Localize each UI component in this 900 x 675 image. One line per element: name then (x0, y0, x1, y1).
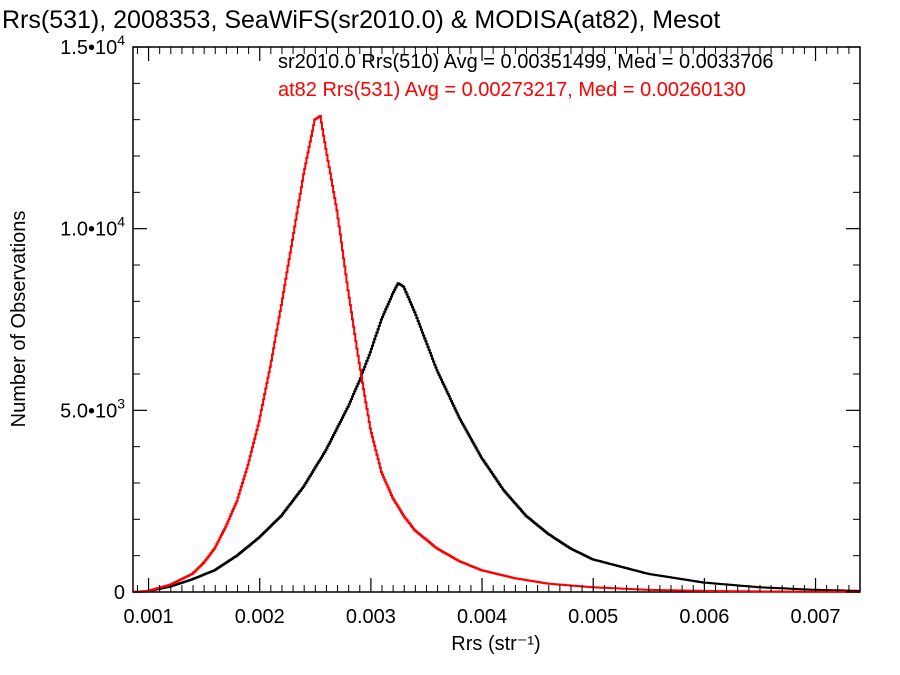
series-line-0 (132, 282, 860, 593)
y-tick-label: 5.0•103 (60, 395, 125, 422)
series-layer (132, 115, 860, 593)
x-tick-label: 0.004 (457, 606, 507, 628)
plot-border (132, 46, 861, 593)
y-tick-label: 1.0•104 (60, 214, 125, 241)
plot-area (132, 46, 861, 593)
x-tick-label: 0.003 (346, 606, 396, 628)
x-tick-label: 0.002 (235, 606, 285, 628)
series-line-1 (132, 115, 860, 593)
y-tick-label: 1.5•104 (60, 32, 125, 59)
x-tick-label: 0.001 (124, 606, 174, 628)
x-axis-ticks: 0.001 0.002 0.003 0.004 0.005 0.006 0.007 (124, 47, 850, 628)
x-tick-label: 0.005 (568, 606, 618, 628)
x-tick-label: 0.007 (791, 606, 841, 628)
x-tick-label: 0.006 (679, 606, 729, 628)
legend-entry-sr2010: sr2010.0 Rrs(510) Avg = 0.00351499, Med … (278, 51, 774, 73)
y-tick-label: 0 (114, 582, 125, 604)
y-axis-label: Number of Observations (8, 211, 30, 428)
legend-entry-at82: at82 Rrs(531) Avg = 0.00273217, Med = 0.… (278, 79, 746, 101)
chart-title: Rrs(531), 2008353, SeaWiFS(sr2010.0) & M… (2, 6, 720, 34)
x-axis-label: Rrs (str⁻¹) (451, 633, 540, 655)
y-axis-ticks: 0 5.0•103 1.0•104 1.5•104 (60, 32, 860, 604)
